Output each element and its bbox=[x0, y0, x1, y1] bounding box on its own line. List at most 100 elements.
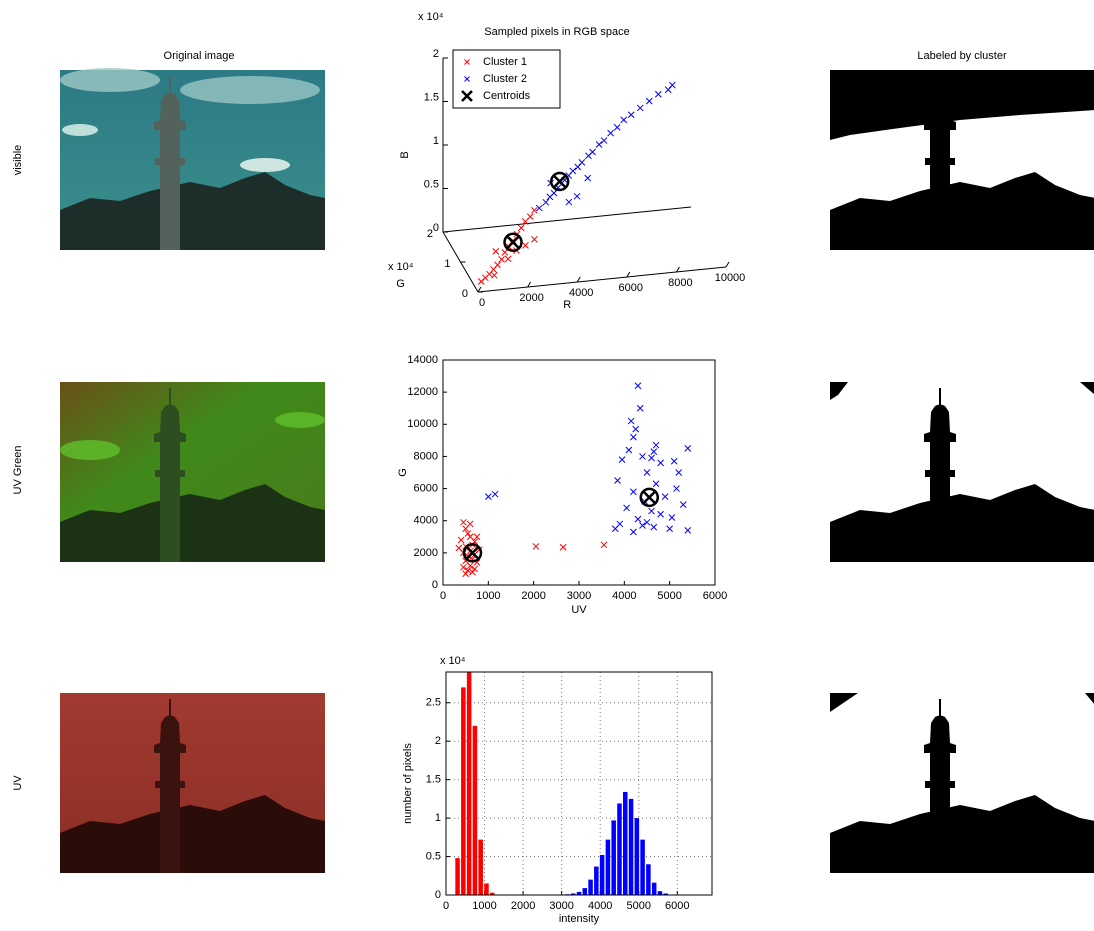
point bbox=[492, 248, 500, 255]
y-tick-label: 12000 bbox=[407, 386, 438, 398]
marker-shape bbox=[501, 249, 509, 256]
point bbox=[654, 90, 662, 98]
marker-shape bbox=[460, 518, 467, 526]
marker-shape bbox=[679, 501, 687, 508]
y-tick-label: 6000 bbox=[414, 482, 438, 494]
bar bbox=[611, 820, 616, 895]
legend-marker bbox=[464, 59, 470, 65]
chart-title: Sampled pixels in RGB space bbox=[484, 26, 630, 38]
point bbox=[589, 148, 596, 156]
plot-area bbox=[446, 672, 712, 895]
z-axis-label: B bbox=[399, 151, 411, 158]
marker-shape bbox=[661, 493, 669, 500]
point bbox=[565, 198, 573, 206]
marker-shape bbox=[600, 137, 608, 144]
point bbox=[490, 271, 498, 279]
point bbox=[684, 445, 692, 452]
point bbox=[573, 192, 581, 200]
x-tick-label: 0 bbox=[440, 590, 446, 602]
y-tick-label: 1 bbox=[444, 258, 450, 270]
point bbox=[630, 528, 637, 536]
point bbox=[517, 224, 525, 232]
point bbox=[675, 469, 683, 476]
bar bbox=[628, 798, 634, 895]
point bbox=[618, 456, 626, 463]
centroid bbox=[503, 232, 523, 253]
y-tick-label: 2.5 bbox=[426, 697, 441, 709]
point bbox=[650, 448, 658, 455]
image-uv bbox=[60, 693, 325, 873]
mask-uv bbox=[830, 693, 1094, 873]
marker-shape bbox=[464, 567, 472, 574]
legend-marker bbox=[464, 76, 470, 82]
marker-shape bbox=[595, 141, 603, 148]
x-tick-label: 0 bbox=[479, 297, 485, 309]
marker-shape bbox=[684, 445, 692, 452]
marker-shape bbox=[648, 454, 655, 462]
point bbox=[600, 541, 608, 549]
x-tick-label: 4000 bbox=[612, 590, 636, 602]
point bbox=[526, 213, 534, 221]
point bbox=[457, 536, 465, 544]
x-tick-label: 0 bbox=[443, 900, 449, 912]
point bbox=[666, 525, 674, 533]
x-axis bbox=[477, 266, 727, 293]
x-tick-label: 3000 bbox=[549, 900, 573, 912]
point bbox=[504, 255, 512, 263]
point bbox=[630, 433, 637, 441]
marker-shape bbox=[627, 417, 635, 425]
point bbox=[600, 137, 608, 144]
marker-shape bbox=[466, 562, 474, 570]
y-tick-label: 10000 bbox=[407, 418, 438, 430]
point bbox=[607, 129, 614, 137]
marker-shape bbox=[469, 568, 476, 576]
tick bbox=[527, 281, 532, 288]
x-tick-label: 5000 bbox=[627, 900, 651, 912]
point bbox=[595, 141, 603, 148]
marker-shape bbox=[666, 525, 674, 533]
marker-shape bbox=[668, 514, 676, 521]
row-label: UV bbox=[12, 775, 24, 791]
y-tick-label: 8000 bbox=[414, 450, 438, 462]
y-tick-label: 2 bbox=[435, 735, 441, 747]
point bbox=[634, 515, 642, 523]
marker-shape bbox=[668, 81, 676, 89]
point bbox=[462, 570, 470, 578]
tick bbox=[477, 286, 482, 293]
point bbox=[657, 459, 664, 467]
marker-shape bbox=[573, 192, 581, 200]
x-tick-label: 6000 bbox=[619, 282, 643, 294]
point bbox=[569, 167, 577, 175]
y-tick-label: 2 bbox=[427, 228, 433, 240]
point bbox=[661, 493, 669, 500]
x-tick-label: 1000 bbox=[472, 900, 496, 912]
x-tick-label: 10000 bbox=[715, 272, 746, 284]
centroid bbox=[639, 487, 660, 508]
plot-area bbox=[442, 359, 716, 586]
marker-shape bbox=[650, 523, 658, 531]
z-tick-label: 0 bbox=[433, 222, 439, 234]
point bbox=[466, 520, 474, 528]
x-tick-label: 2000 bbox=[519, 292, 543, 304]
marker-shape bbox=[652, 480, 660, 488]
bar bbox=[455, 858, 460, 895]
x-tick-label: 3000 bbox=[567, 590, 591, 602]
image-visible bbox=[60, 68, 325, 250]
plot-frame bbox=[445, 671, 713, 896]
marker-shape bbox=[462, 570, 470, 578]
marker-shape bbox=[490, 271, 498, 279]
marker-shape bbox=[657, 510, 664, 518]
bar bbox=[640, 839, 645, 895]
point bbox=[584, 174, 592, 182]
y-tick-label: 2000 bbox=[414, 547, 438, 559]
point bbox=[550, 189, 558, 197]
point bbox=[623, 504, 630, 512]
point bbox=[522, 242, 529, 249]
marker-shape bbox=[578, 158, 586, 166]
marker-shape bbox=[614, 477, 621, 484]
x-tick-label: 6000 bbox=[703, 590, 727, 602]
point bbox=[668, 81, 676, 89]
marker-shape bbox=[607, 129, 614, 137]
marker-shape bbox=[636, 404, 644, 412]
marker-shape bbox=[648, 507, 655, 515]
